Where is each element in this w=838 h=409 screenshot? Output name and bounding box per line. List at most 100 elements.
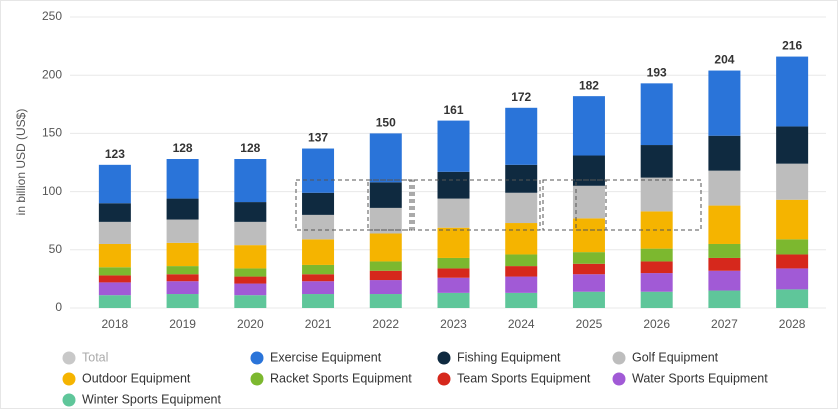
- bar-segment: [572, 252, 605, 264]
- bar-segment: [166, 274, 199, 282]
- total-label: 150: [376, 116, 396, 130]
- dashed-box: [542, 179, 702, 231]
- x-tick-label: 2027: [711, 317, 738, 331]
- bar-segment: [505, 223, 538, 255]
- bar-segment: [234, 245, 267, 269]
- dashed-box: [413, 179, 541, 231]
- bar-segment: [234, 283, 267, 296]
- legend-marker: [612, 372, 626, 386]
- total-label: 204: [714, 53, 734, 67]
- total-label: 123: [105, 147, 125, 161]
- bar-segment: [572, 96, 605, 156]
- legend-marker: [612, 351, 626, 365]
- y-tick-label: 100: [42, 184, 62, 198]
- bar-segment: [234, 159, 267, 203]
- bar-segment: [572, 263, 605, 275]
- bar-segment: [640, 261, 673, 274]
- bar-segment: [505, 292, 538, 308]
- bar-segment: [776, 163, 809, 200]
- bar-segment: [369, 233, 402, 262]
- bar-segment: [572, 155, 605, 186]
- total-label: 137: [308, 131, 328, 145]
- y-tick-label: 250: [42, 9, 62, 23]
- bar-segment: [98, 243, 131, 268]
- bar-segment: [572, 185, 605, 219]
- dashed-box: [367, 179, 413, 231]
- legend-marker: [437, 351, 451, 365]
- selection-boxes: [295, 179, 702, 231]
- legend-label: Outdoor Equipment: [82, 371, 191, 385]
- x-tick-label: 2025: [576, 317, 603, 331]
- bar-segment: [708, 170, 741, 206]
- bar-segment: [708, 135, 741, 171]
- bar-segment: [640, 145, 673, 178]
- bar-segment: [234, 202, 267, 222]
- bar-segment: [302, 274, 335, 282]
- legend-marker: [437, 372, 451, 386]
- bar-segment: [505, 254, 538, 267]
- bar-segment: [166, 159, 199, 199]
- bar-segment: [776, 126, 809, 164]
- bar-segment: [437, 292, 470, 308]
- bar-segment: [234, 268, 267, 277]
- bar-segment: [505, 192, 538, 224]
- x-tick-label: 2028: [779, 317, 806, 331]
- dashed-box: [575, 179, 607, 231]
- bar-segment: [369, 294, 402, 308]
- legend-label: Racket Sports Equipment: [270, 371, 412, 385]
- bar-segment: [640, 248, 673, 262]
- bar-segment: [166, 242, 199, 267]
- total-label: 193: [647, 66, 667, 80]
- total-label: 128: [240, 141, 260, 155]
- x-tick-label: 2019: [169, 317, 196, 331]
- bar-segment: [708, 290, 741, 308]
- bar-segment: [98, 295, 131, 308]
- y-tick-label: 150: [42, 126, 62, 140]
- bar-segment: [302, 281, 335, 295]
- bar-segment: [437, 277, 470, 293]
- bar-segment: [302, 264, 335, 275]
- bar-segment: [234, 295, 267, 308]
- bar-segment: [302, 294, 335, 308]
- bar-segment: [369, 280, 402, 295]
- y-tick-label: 200: [42, 67, 62, 81]
- legend-label: Golf Equipment: [632, 350, 719, 364]
- bar-segment: [437, 227, 470, 258]
- bar-segment: [98, 203, 131, 222]
- bar-segment: [505, 276, 538, 293]
- x-tick-label: 2018: [102, 317, 129, 331]
- bar-segment: [505, 107, 538, 165]
- bar-segment: [369, 182, 402, 208]
- bar-segment: [302, 192, 335, 215]
- bar-segment: [369, 133, 402, 183]
- y-axis-label: in billion USD (US$): [14, 109, 28, 216]
- bar-segment: [776, 254, 809, 269]
- bar-segment: [640, 291, 673, 308]
- bar-segment: [437, 171, 470, 199]
- bar-segment: [572, 218, 605, 253]
- bar-segment: [708, 70, 741, 136]
- bar-segment: [302, 239, 335, 265]
- x-tick-label: 2023: [440, 317, 467, 331]
- legend-marker: [250, 372, 264, 386]
- bar-segment: [640, 177, 673, 212]
- x-tick-label: 2024: [508, 317, 535, 331]
- bar-segment: [437, 268, 470, 278]
- bar-segment: [234, 276, 267, 284]
- legend-label: Fishing Equipment: [457, 350, 561, 364]
- bar-segment: [776, 268, 809, 290]
- bar-segment: [166, 294, 199, 308]
- legend-label: Exercise Equipment: [270, 350, 382, 364]
- legend-marker: [62, 372, 76, 386]
- bar-segment: [166, 266, 199, 275]
- bar-segment: [437, 257, 470, 269]
- bar-segment: [98, 267, 131, 276]
- bar-segment: [166, 198, 199, 220]
- y-tick-label: 50: [49, 242, 63, 256]
- bar-segment: [776, 199, 809, 240]
- bar-segment: [776, 289, 809, 308]
- total-label: 216: [782, 39, 802, 53]
- bar-segment: [776, 239, 809, 255]
